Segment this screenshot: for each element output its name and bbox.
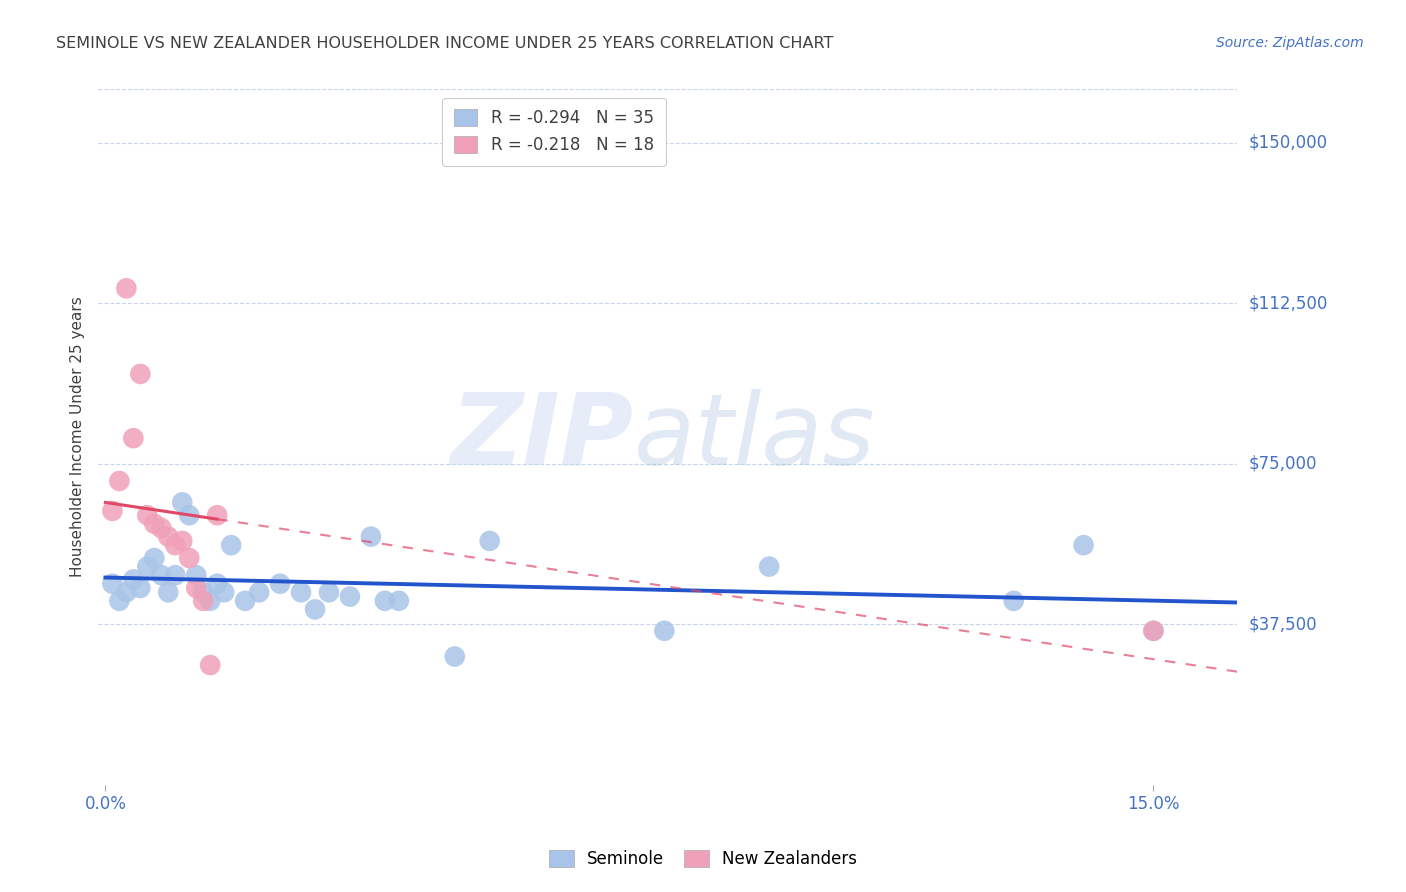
Point [115,585,138,599]
Point [172,495,194,509]
Point [1002,594,1025,608]
Point [179,508,201,523]
Point [108,594,131,608]
Point [205,576,228,591]
Point [219,538,242,552]
Text: atlas: atlas [634,389,876,485]
Point [443,649,465,664]
Point [186,581,208,595]
Legend: Seminole, New Zealanders: Seminole, New Zealanders [541,843,865,875]
Point [122,431,145,445]
Point [115,281,138,295]
Point [269,576,291,591]
Text: $37,500: $37,500 [1249,615,1317,633]
Text: $75,000: $75,000 [1249,455,1317,473]
Point [108,474,131,488]
Point [388,594,411,608]
Point [478,533,501,548]
Point [101,504,124,518]
Point [172,533,194,548]
Point [150,568,173,582]
Point [654,624,676,638]
Point [165,568,187,582]
Point [157,585,180,599]
Point [101,576,124,591]
Point [136,559,159,574]
Point [339,590,361,604]
Point [758,559,780,574]
Text: $150,000: $150,000 [1249,134,1327,152]
Point [200,594,222,608]
Point [165,538,187,552]
Point [290,585,312,599]
Point [193,585,215,599]
Point [186,568,208,582]
Point [157,530,180,544]
Point [136,508,159,523]
Text: ZIP: ZIP [451,389,634,485]
Point [1073,538,1095,552]
Point [150,521,173,535]
Text: Source: ZipAtlas.com: Source: ZipAtlas.com [1216,36,1364,50]
Legend: R = -0.294   N = 35, R = -0.218   N = 18: R = -0.294 N = 35, R = -0.218 N = 18 [443,97,665,166]
Point [129,367,152,381]
Point [143,516,166,531]
Text: $112,500: $112,500 [1249,294,1327,312]
Point [247,585,270,599]
Point [122,573,145,587]
Point [193,594,215,608]
Point [129,581,152,595]
Point [318,585,340,599]
Point [360,530,382,544]
Point [1142,624,1164,638]
Point [1142,624,1164,638]
Point [212,585,235,599]
Text: SEMINOLE VS NEW ZEALANDER HOUSEHOLDER INCOME UNDER 25 YEARS CORRELATION CHART: SEMINOLE VS NEW ZEALANDER HOUSEHOLDER IN… [56,36,834,51]
Point [374,594,396,608]
Point [233,594,256,608]
Point [200,658,222,673]
Y-axis label: Householder Income Under 25 years: Householder Income Under 25 years [69,297,84,577]
Point [179,551,201,566]
Point [205,508,228,523]
Point [304,602,326,616]
Point [143,551,166,566]
